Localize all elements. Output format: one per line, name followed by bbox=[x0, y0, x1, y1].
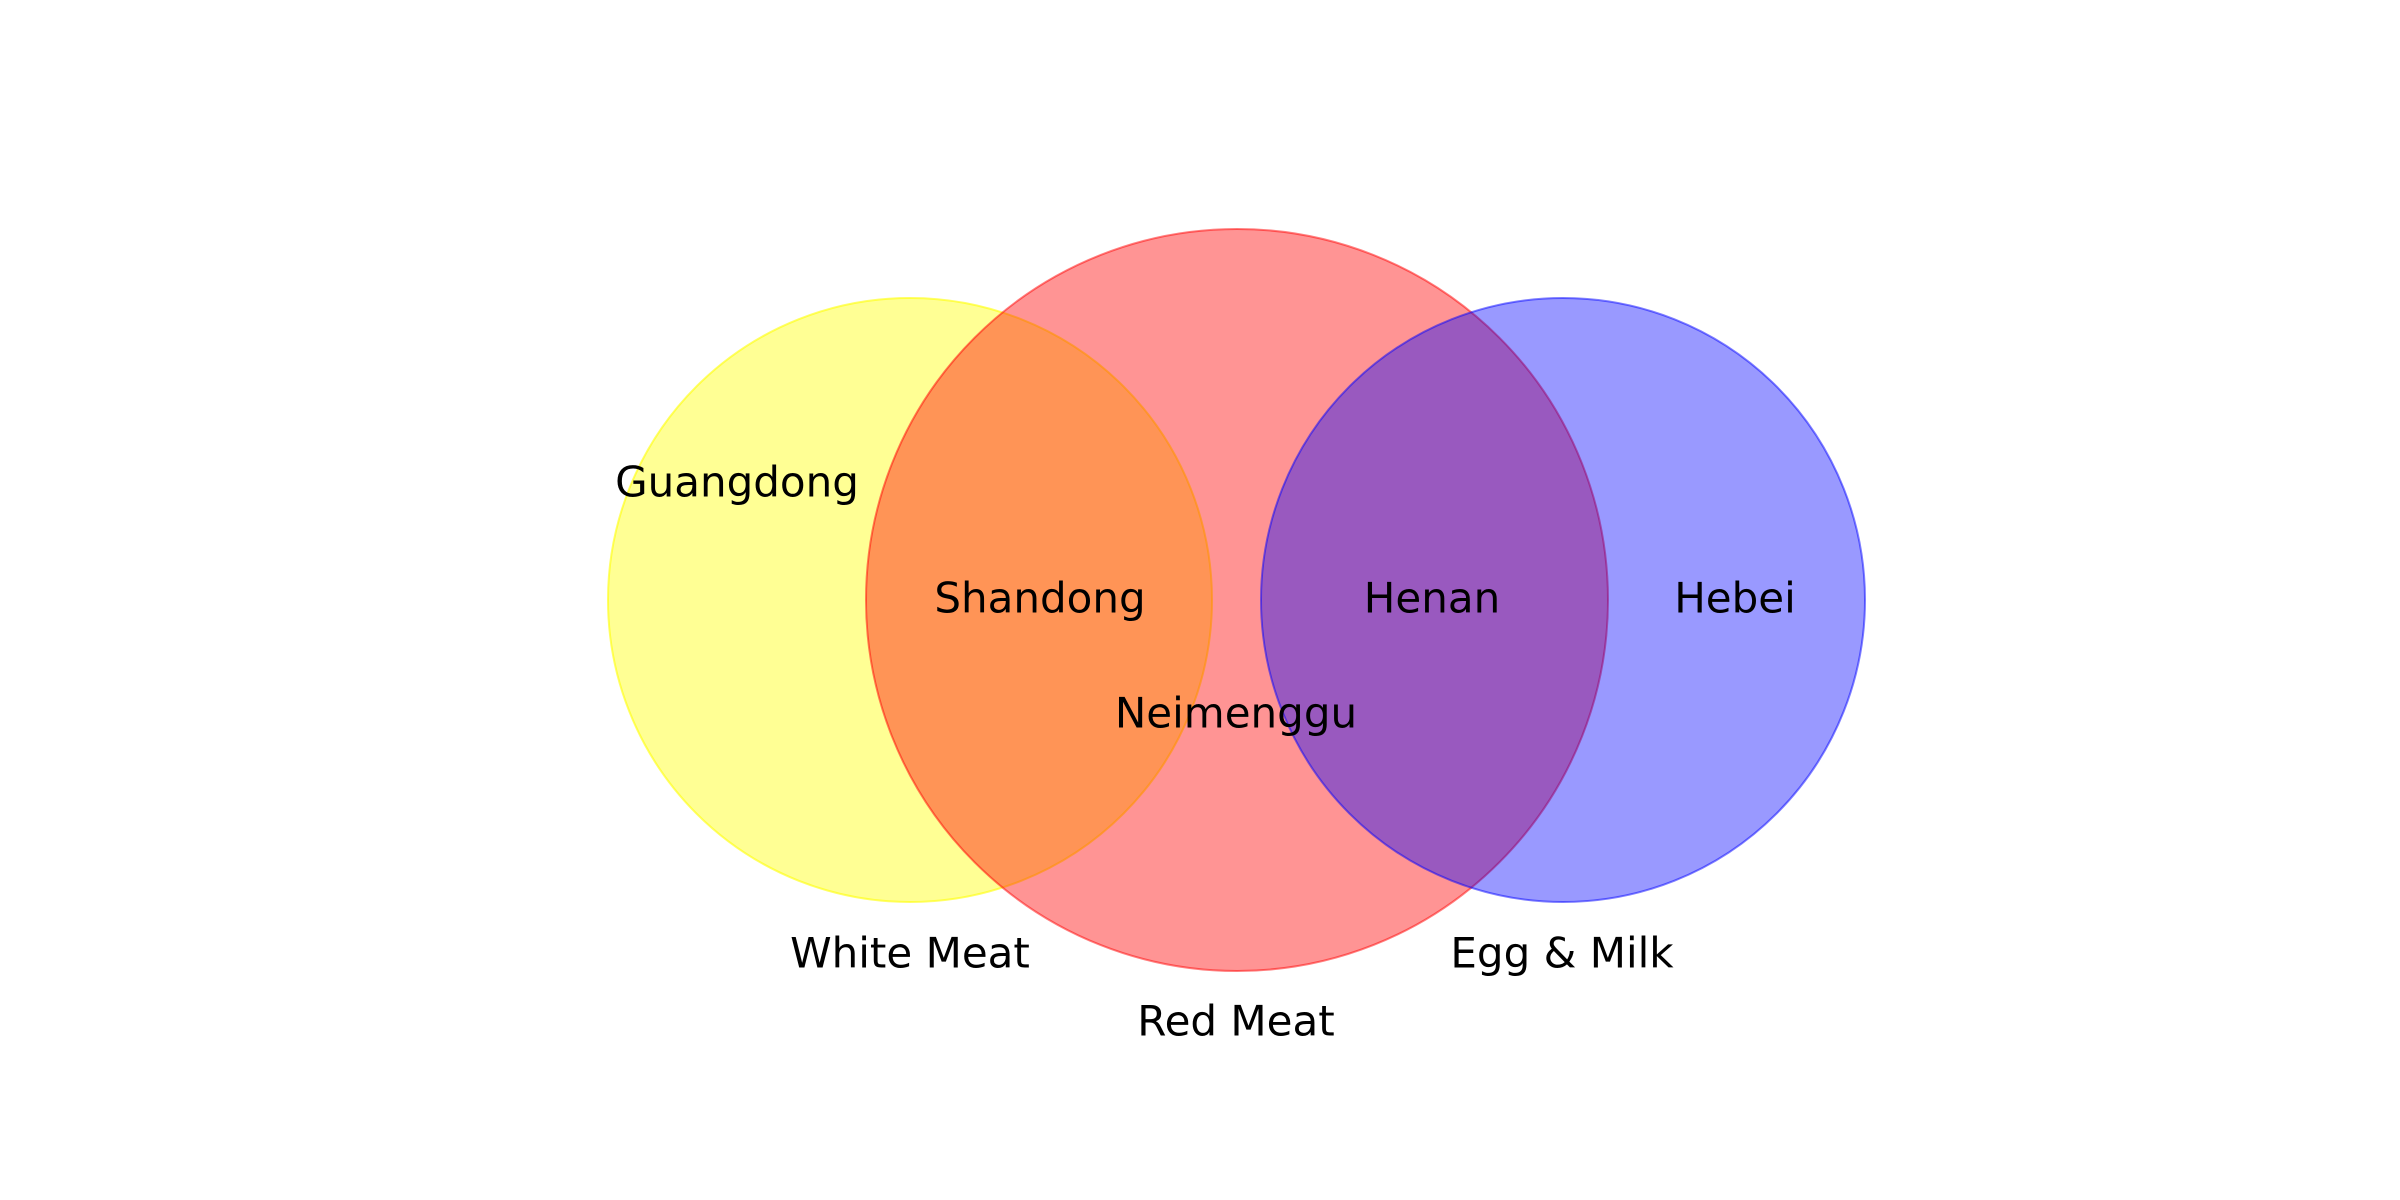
egg-milk-circle bbox=[1260, 297, 1866, 903]
region-label-hebei: Hebei bbox=[1674, 574, 1796, 623]
white-meat-circle bbox=[607, 297, 1213, 903]
set-label-egg-milk: Egg & Milk bbox=[1450, 929, 1674, 978]
region-label-henan: Henan bbox=[1364, 574, 1500, 623]
set-label-red-meat: Red Meat bbox=[1137, 997, 1334, 1046]
region-label-guangdong: Guangdong bbox=[615, 458, 859, 507]
region-label-neimenggu: Neimenggu bbox=[1115, 689, 1357, 738]
set-label-white-meat: White Meat bbox=[790, 929, 1030, 978]
red-meat-circle bbox=[865, 228, 1609, 972]
region-label-shandong: Shandong bbox=[934, 574, 1145, 623]
